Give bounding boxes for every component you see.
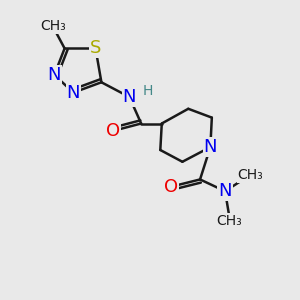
Text: N: N [48, 66, 61, 84]
Text: O: O [164, 178, 178, 196]
Text: CH₃: CH₃ [217, 214, 242, 228]
Text: N: N [204, 138, 217, 156]
Text: N: N [67, 84, 80, 102]
Text: CH₃: CH₃ [237, 168, 263, 182]
Text: CH₃: CH₃ [40, 19, 66, 33]
Text: N: N [123, 88, 136, 106]
Text: N: N [218, 182, 232, 200]
Text: O: O [106, 122, 120, 140]
Text: S: S [90, 39, 101, 57]
Text: H: H [142, 84, 153, 98]
